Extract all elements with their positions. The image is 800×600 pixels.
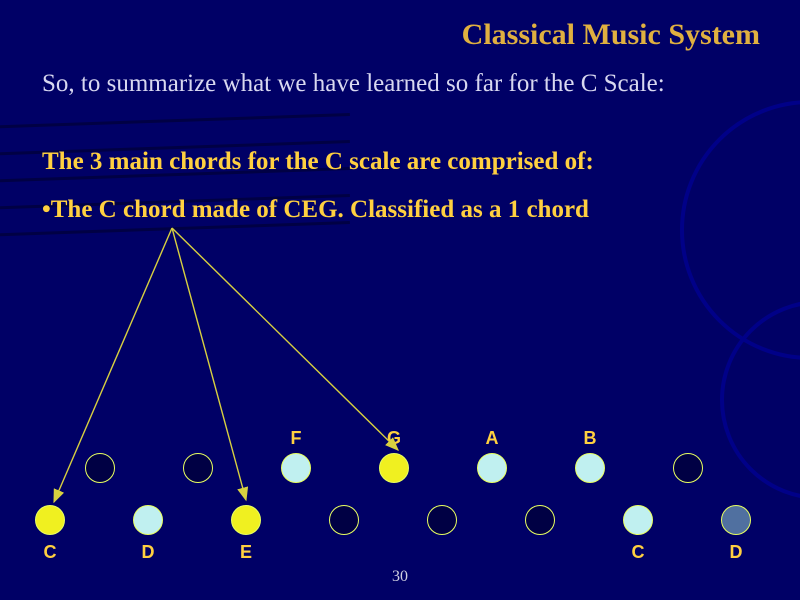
- note-label-bottom-0: C: [44, 542, 57, 563]
- note-label-bottom-6: C: [632, 542, 645, 563]
- note-circle-top-2: [281, 453, 311, 483]
- note-circle-bottom-5: [525, 505, 555, 535]
- note-label-top-3: G: [387, 428, 401, 449]
- note-label-top-2: F: [291, 428, 302, 449]
- note-label-bottom-2: E: [240, 542, 252, 563]
- note-circle-bottom-2: [231, 505, 261, 535]
- note-circle-bottom-1: [133, 505, 163, 535]
- summary-text: So, to summarize what we have learned so…: [42, 70, 760, 98]
- note-circle-bottom-0: [35, 505, 65, 535]
- note-circle-top-4: [477, 453, 507, 483]
- chord-bullet-1: •The C chord made of CEG. Classified as …: [42, 196, 760, 224]
- note-circle-top-5: [575, 453, 605, 483]
- note-circle-top-1: [183, 453, 213, 483]
- note-circle-bottom-4: [427, 505, 457, 535]
- note-circle-top-6: [673, 453, 703, 483]
- chords-heading: The 3 main chords for the C scale are co…: [42, 148, 760, 176]
- note-label-top-4: A: [486, 428, 499, 449]
- note-circle-top-0: [85, 453, 115, 483]
- note-circle-bottom-3: [329, 505, 359, 535]
- note-label-top-5: B: [584, 428, 597, 449]
- note-circle-bottom-6: [623, 505, 653, 535]
- note-circle-bottom-7: [721, 505, 751, 535]
- note-label-bottom-1: D: [142, 542, 155, 563]
- page-number: 30: [392, 568, 408, 586]
- note-label-bottom-7: D: [730, 542, 743, 563]
- page-title: Classical Music System: [462, 18, 760, 52]
- note-circle-top-3: [379, 453, 409, 483]
